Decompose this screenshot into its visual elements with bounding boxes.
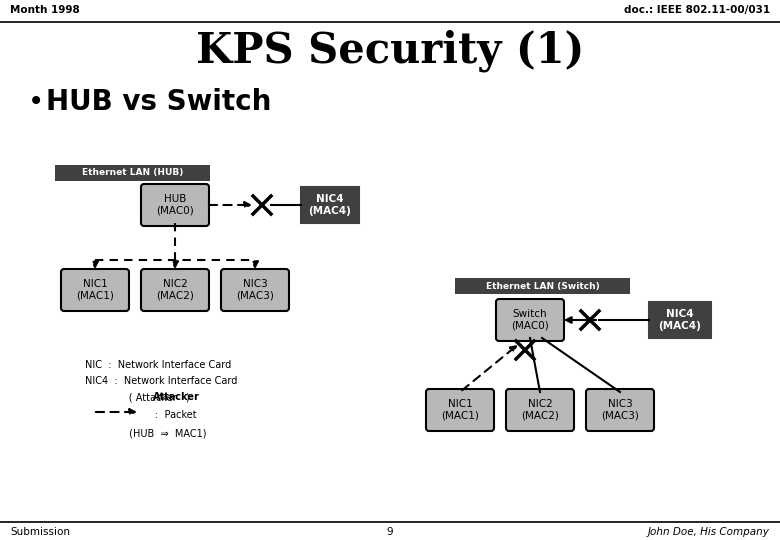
Text: NIC3
(MAC3): NIC3 (MAC3)	[601, 399, 639, 421]
FancyBboxPatch shape	[455, 278, 630, 294]
FancyBboxPatch shape	[586, 389, 654, 431]
Text: HUB vs Switch: HUB vs Switch	[46, 88, 271, 116]
Text: (HUB  ⇒  MAC1): (HUB ⇒ MAC1)	[101, 428, 207, 438]
FancyBboxPatch shape	[426, 389, 494, 431]
Text: NIC3
(MAC3): NIC3 (MAC3)	[236, 279, 274, 301]
FancyBboxPatch shape	[649, 302, 711, 338]
Text: NIC1
(MAC1): NIC1 (MAC1)	[76, 279, 114, 301]
Text: NIC2
(MAC2): NIC2 (MAC2)	[521, 399, 559, 421]
Text: John Doe, His Company: John Doe, His Company	[648, 527, 770, 537]
FancyBboxPatch shape	[506, 389, 574, 431]
Text: Attacker: Attacker	[153, 392, 200, 402]
FancyBboxPatch shape	[61, 269, 129, 311]
Text: Submission: Submission	[10, 527, 70, 537]
Text: HUB
(MAC0): HUB (MAC0)	[156, 194, 194, 216]
Text: Ethernet LAN (Switch): Ethernet LAN (Switch)	[486, 281, 599, 291]
Text: Switch
(MAC0): Switch (MAC0)	[511, 309, 549, 331]
FancyBboxPatch shape	[55, 165, 210, 181]
Text: NIC  :  Network Interface Card: NIC : Network Interface Card	[85, 360, 231, 370]
FancyBboxPatch shape	[221, 269, 289, 311]
Text: ( Attacker   ): ( Attacker )	[85, 392, 190, 402]
Text: NIC2
(MAC2): NIC2 (MAC2)	[156, 279, 194, 301]
FancyBboxPatch shape	[301, 187, 359, 223]
Text: NIC4  :  Network Interface Card: NIC4 : Network Interface Card	[85, 376, 237, 386]
Text: NIC1
(MAC1): NIC1 (MAC1)	[441, 399, 479, 421]
Text: 9: 9	[387, 527, 393, 537]
Text: KPS Security (1): KPS Security (1)	[196, 30, 584, 72]
Text: Ethernet LAN (HUB): Ethernet LAN (HUB)	[82, 168, 183, 178]
Text: doc.: IEEE 802.11-00/031: doc.: IEEE 802.11-00/031	[624, 5, 770, 15]
FancyBboxPatch shape	[141, 269, 209, 311]
FancyBboxPatch shape	[141, 184, 209, 226]
Text: NIC4
(MAC4): NIC4 (MAC4)	[658, 309, 701, 331]
Text: Month 1998: Month 1998	[10, 5, 80, 15]
Text: •: •	[28, 88, 44, 116]
FancyBboxPatch shape	[496, 299, 564, 341]
Text: NIC4
(MAC4): NIC4 (MAC4)	[309, 194, 352, 216]
Text: :  Packet: : Packet	[155, 410, 197, 420]
